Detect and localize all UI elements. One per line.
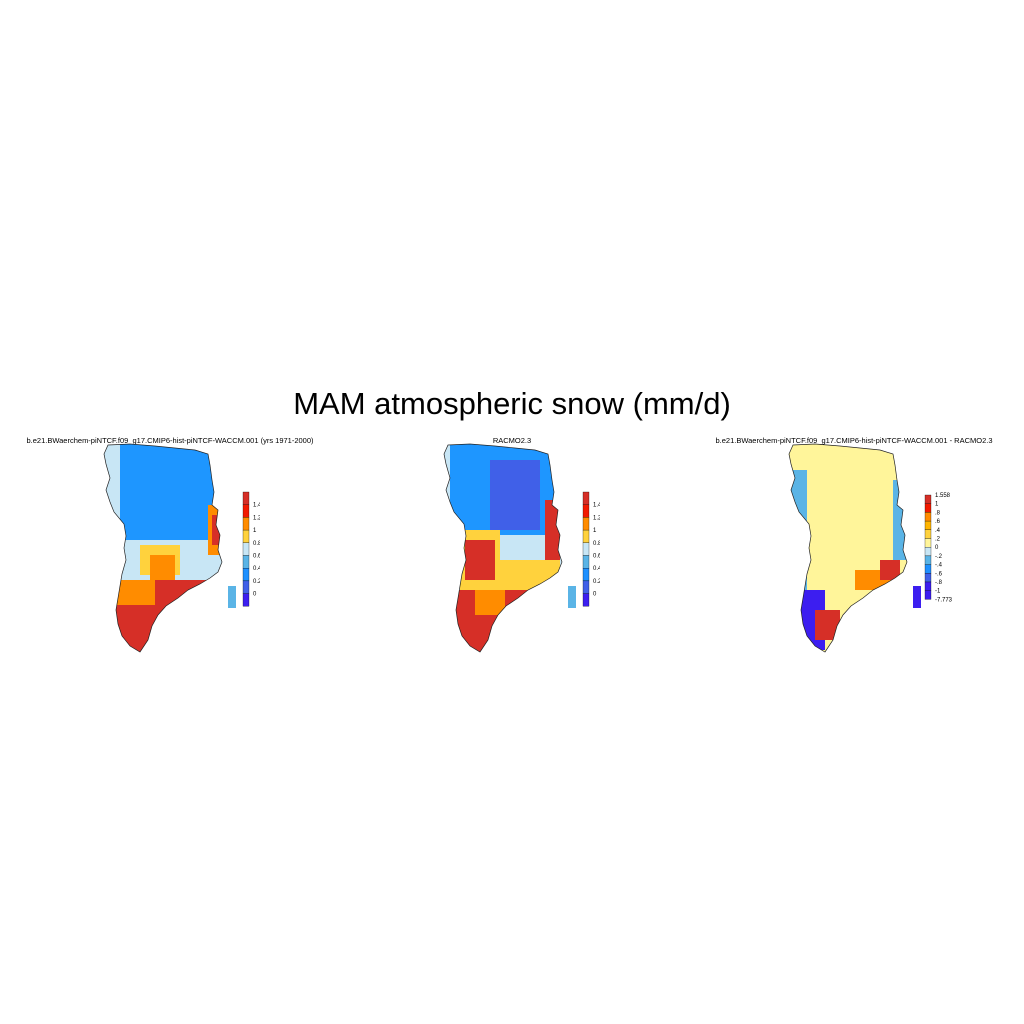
colorbar-swatch (924, 512, 932, 522)
colorbar-label: -1 (935, 589, 941, 595)
colorbar-label: 1.558 (935, 493, 951, 499)
panel-title-model: b.e21.BWaerchem-piNTCF.f09_g17.CMIP6-his… (26, 436, 314, 445)
region-south-orange (475, 590, 505, 615)
colorbar-swatch (924, 503, 932, 513)
colorbar-label: -.8 (935, 580, 943, 586)
colorbar-label: 0 (935, 545, 939, 551)
colorbar-label: 0.2 (593, 579, 600, 585)
colorbar-swatch (242, 568, 250, 582)
colorbar-label: 0.8 (593, 541, 600, 547)
coastline (788, 443, 908, 653)
colorbar-swatch (924, 564, 932, 574)
colorbar-swatch (242, 517, 250, 531)
colorbar: 1 .8 .6 .4 .2 0 -.2 -.4 -.6 -.8 -1 -7.773 (924, 494, 953, 603)
colorbar: 1.4 1.2 1 0.8 0.6 0.4 0.2 0 (582, 491, 600, 607)
colorbar-swatch (582, 517, 590, 531)
colorbar-label: 0.6 (253, 554, 260, 560)
region-southeast-red (880, 560, 900, 580)
colorbar-label: .8 (935, 510, 941, 516)
colorbar: 1.4 1.2 1 0.8 0.6 0.4 0.2 0 (242, 491, 260, 607)
panel-title-difference: b.e21.BWaerchem-piNTCF.f09_g17.CMIP6-his… (715, 436, 993, 445)
colorbar-swatch (924, 555, 932, 565)
colorbar-label: 0.4 (593, 566, 600, 572)
region-south-red (815, 610, 840, 640)
panel-title-racmo: RACMO2.3 (492, 436, 532, 445)
colorbar-label: 0.2 (253, 579, 260, 585)
colorbar-label: .2 (935, 537, 941, 543)
region-core (490, 460, 540, 530)
coastline (443, 443, 563, 653)
colorbar-label: 0.4 (253, 566, 260, 572)
colorbar-swatch (924, 494, 932, 504)
colorbar-swatch (582, 542, 590, 556)
colorbar-swatch (242, 504, 250, 518)
colorbar-label: 1 (593, 528, 597, 534)
colorbar-swatch (242, 542, 250, 556)
colorbar-label: .6 (935, 519, 941, 525)
colorbar-label: 0 (253, 592, 257, 598)
colorbar-swatch (924, 538, 932, 548)
main-title: MAM atmospheric snow (mm/d) (293, 386, 731, 421)
colorbar-swatch (582, 529, 590, 543)
colorbar-swatch (242, 580, 250, 594)
island-fragment (913, 586, 921, 608)
colorbar-label: .4 (935, 528, 941, 534)
colorbar-swatch (924, 573, 932, 583)
colorbar-swatch (924, 590, 932, 600)
colorbar-swatch (582, 580, 590, 594)
colorbar-label: 1 (253, 528, 257, 534)
colorbar-label: 0.6 (593, 554, 600, 560)
region-north (120, 444, 220, 540)
island-fragment (568, 586, 576, 608)
colorbar-swatch (582, 555, 590, 569)
colorbar-label: 1.2 (253, 515, 260, 521)
region-southwest (115, 580, 155, 605)
colorbar-label: -.4 (935, 563, 943, 569)
colorbar-swatch (924, 520, 932, 530)
map-panel-racmo: 1.4 1.2 1 0.8 0.6 0.4 0.2 0 (443, 443, 600, 653)
colorbar-label: 1 (935, 502, 939, 508)
colorbar-label: 1.2 (593, 515, 600, 521)
colorbar-label: 1.4 (593, 503, 600, 509)
region-east-coast-red (212, 515, 222, 545)
colorbar-swatch (924, 529, 932, 539)
region-orange (150, 555, 175, 580)
colorbar-swatch (242, 555, 250, 569)
island-fragment (228, 586, 236, 608)
colorbar-swatch (924, 547, 932, 557)
colorbar-swatch (242, 529, 250, 543)
coastline (103, 443, 223, 653)
colorbar-swatch (242, 491, 250, 505)
colorbar-label: 0.8 (253, 541, 260, 547)
colorbar-swatch (582, 491, 590, 505)
region-east (180, 550, 210, 580)
colorbar-swatch (924, 581, 932, 591)
colorbar-swatch (242, 593, 250, 607)
map-panel-difference: 1 .8 .6 .4 .2 0 -.2 -.4 -.6 -.8 -1 -7.773 1.558 (788, 443, 953, 653)
colorbar-label: -.2 (935, 554, 943, 560)
colorbar-label: -7.773 (935, 597, 953, 603)
colorbar-label: -.6 (935, 571, 943, 577)
colorbar-swatch (582, 504, 590, 518)
region-east-edge (893, 480, 907, 560)
colorbar-swatch (582, 593, 590, 607)
map-panel-model: 1.4 1.2 1 0.8 0.6 0.4 0.2 0 (103, 443, 260, 653)
region-west-red (465, 540, 495, 580)
colorbar-swatch (582, 568, 590, 582)
colorbar-label: 0 (593, 592, 597, 598)
colorbar-label: 1.4 (253, 503, 260, 509)
region-east-coast (545, 500, 560, 560)
